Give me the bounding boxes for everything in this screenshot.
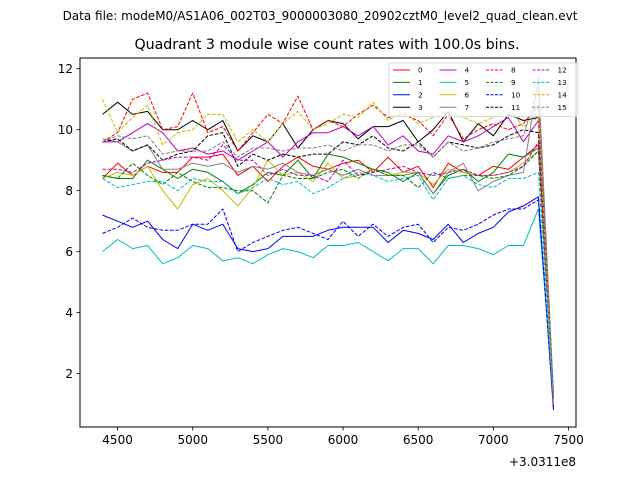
plot-area <box>102 77 554 411</box>
legend-label-0: 0 <box>418 66 423 75</box>
x-tick-label: 6000 <box>328 433 359 447</box>
legend-label-10: 10 <box>511 90 521 99</box>
legend-box <box>388 62 579 117</box>
series-layer <box>102 77 554 411</box>
y-tick-label: 10 <box>58 123 73 137</box>
y-tick-label: 8 <box>65 184 73 198</box>
x-tick-label: 4500 <box>102 433 133 447</box>
legend-label-1: 1 <box>418 78 423 87</box>
legend-label-14: 14 <box>558 90 568 99</box>
legend-label-13: 13 <box>558 78 568 87</box>
legend-label-4: 4 <box>465 66 470 75</box>
series-line-9 <box>102 150 554 399</box>
legend-label-6: 6 <box>465 90 470 99</box>
legend-label-8: 8 <box>511 66 516 75</box>
x-tick-label: 7500 <box>553 433 584 447</box>
x-tick-label: 5000 <box>177 433 208 447</box>
legend-label-15: 15 <box>558 103 567 112</box>
series-line-11 <box>102 129 554 402</box>
y-tick-label: 6 <box>65 245 73 259</box>
legend-label-12: 12 <box>558 66 567 75</box>
y-tick-label: 2 <box>65 367 73 381</box>
series-line-8 <box>102 92 554 399</box>
x-offset-text: +3.0311e8 <box>509 455 576 469</box>
y-axis: 2 4 6 8 10 12 <box>58 62 80 381</box>
series-line-12 <box>102 141 554 399</box>
series-line-5 <box>102 208 554 402</box>
figure-suptitle: Data file: modeM0/AS1A06_002T03_90000030… <box>63 9 578 23</box>
series-line-7 <box>102 77 554 396</box>
legend-label-3: 3 <box>418 103 423 112</box>
series-line-1 <box>102 147 554 396</box>
series-line-15 <box>102 86 554 399</box>
y-tick-label: 4 <box>65 306 73 320</box>
legend-label-2: 2 <box>418 90 423 99</box>
x-axis: 4500 5000 5500 6000 6500 7000 7500 <box>102 427 584 447</box>
legend-label-11: 11 <box>511 103 520 112</box>
legend-label-7: 7 <box>465 103 470 112</box>
series-line-13 <box>102 171 554 402</box>
axes-frame <box>79 57 577 428</box>
x-tick-label: 7000 <box>478 433 509 447</box>
chart-title: Quadrant 3 module wise count rates with … <box>134 37 519 53</box>
y-tick-label: 12 <box>58 62 73 76</box>
legend-label-5: 5 <box>465 78 470 87</box>
series-line-6 <box>102 150 554 402</box>
x-tick-label: 6500 <box>403 433 434 447</box>
series-line-2 <box>102 196 554 411</box>
series-line-14 <box>102 98 554 405</box>
legend-label-9: 9 <box>511 78 516 87</box>
x-tick-label: 5500 <box>253 433 284 447</box>
series-line-10 <box>102 199 554 408</box>
